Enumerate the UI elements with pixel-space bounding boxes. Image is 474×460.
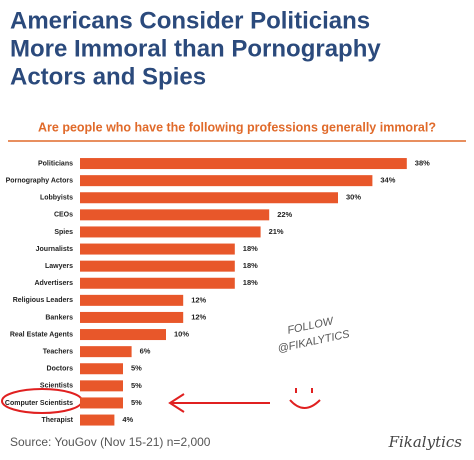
bar — [80, 192, 338, 204]
category-label: Real Estate Agents — [10, 331, 73, 338]
bar — [80, 363, 123, 375]
bar — [80, 243, 235, 255]
value-label: 22% — [277, 210, 292, 219]
category-label: Teachers — [43, 348, 73, 355]
value-label: 34% — [380, 176, 395, 185]
chart-title: Americans Consider Politicians — [10, 7, 370, 34]
bar — [80, 329, 166, 341]
category-label: Bankers — [45, 314, 73, 321]
smiley — [289, 388, 321, 409]
category-label: Therapist — [41, 417, 73, 424]
value-label: 18% — [243, 244, 258, 253]
chart-title: Actors and Spies — [10, 63, 206, 90]
category-label: Politicians — [38, 160, 73, 167]
value-label: 5% — [131, 381, 142, 390]
signature: Fikalytics — [388, 433, 463, 451]
category-label: Doctors — [47, 366, 74, 373]
category-label: Scientists — [40, 383, 73, 390]
value-label: 10% — [174, 330, 189, 339]
chart-title: More Immoral than Pornography — [10, 35, 381, 62]
source: Source: YouGov (Nov 15-21) n=2,000 — [10, 435, 211, 449]
bar — [80, 380, 123, 392]
category-label: Advertisers — [34, 280, 73, 287]
bar — [80, 294, 184, 306]
value-label: 38% — [415, 159, 430, 168]
category-label: Religious Leaders — [13, 297, 73, 304]
value-label: 12% — [191, 312, 206, 321]
bar — [80, 226, 261, 238]
value-label: 30% — [346, 193, 361, 202]
category-label: Journalists — [36, 246, 73, 253]
bar — [80, 346, 132, 358]
value-label: 6% — [140, 347, 151, 356]
category-label: Computer Scientists — [5, 400, 73, 407]
value-label: 5% — [131, 364, 142, 373]
value-label: 12% — [191, 295, 206, 304]
bar — [80, 397, 123, 409]
category-label: Lobbyists — [40, 195, 73, 202]
value-label: 18% — [243, 261, 258, 270]
category-label: Pornography Actors — [6, 177, 74, 184]
subtitle: Are people who have the following profes… — [38, 120, 436, 134]
bar — [80, 414, 115, 426]
bar — [80, 209, 270, 221]
bar — [80, 277, 235, 289]
bar — [80, 260, 235, 272]
arrow — [168, 393, 270, 413]
bar — [80, 158, 407, 170]
category-label: Spies — [54, 229, 73, 236]
value-label: 18% — [243, 278, 258, 287]
category-label: Lawyers — [45, 263, 73, 270]
category-label: CEOs — [54, 212, 73, 219]
value-label: 5% — [131, 398, 142, 407]
value-label: 21% — [269, 227, 284, 236]
value-label: 4% — [122, 415, 133, 424]
bar — [80, 175, 373, 187]
bar — [80, 311, 184, 323]
